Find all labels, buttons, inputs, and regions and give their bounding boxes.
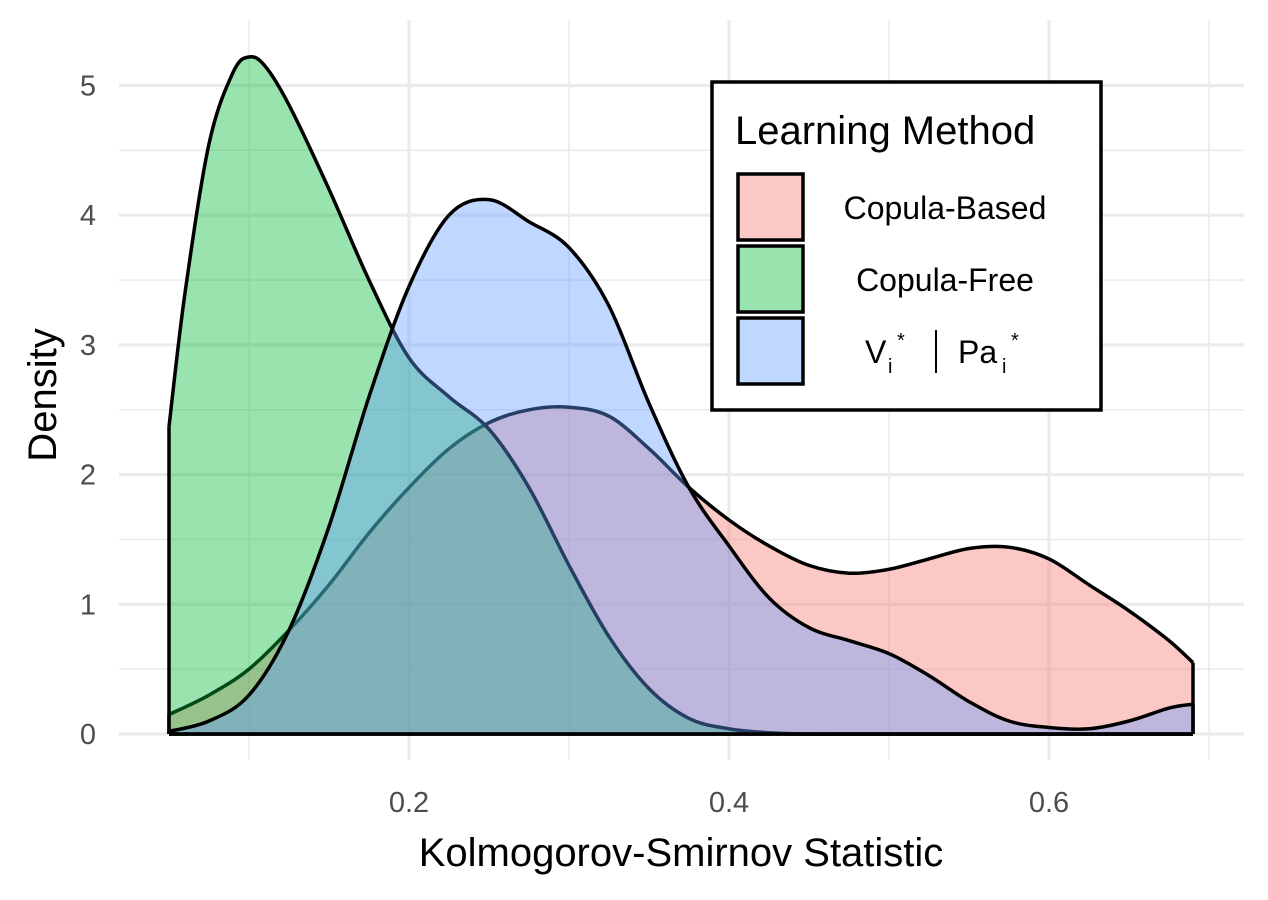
y-tick-label: 0 bbox=[80, 719, 96, 751]
legend-title: Learning Method bbox=[735, 109, 1035, 153]
y-tick-label: 1 bbox=[80, 589, 96, 621]
legend-label-pa-sub: i bbox=[1002, 356, 1006, 378]
legend-key-vi-pai bbox=[736, 316, 805, 386]
legend-label-copula-free: Copula-Free bbox=[856, 262, 1034, 298]
legend-label-copula-based: Copula-Based bbox=[844, 190, 1047, 226]
density-areas bbox=[167, 54, 1195, 736]
y-tick-label: 2 bbox=[80, 460, 96, 492]
density-area-copula-based bbox=[169, 406, 1193, 734]
y-axis-tick-labels: 0 1 2 3 4 5 bbox=[80, 71, 96, 752]
legend-label-pa-main: Pa bbox=[958, 334, 997, 370]
x-tick-label: 0.6 bbox=[1029, 787, 1069, 819]
x-axis-tick-labels: 0.2 0.4 0.6 bbox=[389, 787, 1069, 819]
legend: Learning Method Copula-Based Copula-Free… bbox=[710, 80, 1103, 412]
y-tick-label: 4 bbox=[80, 200, 96, 232]
legend-label-vi-pai: V i * Pa i * bbox=[865, 330, 1019, 378]
legend-label-vi-main: V bbox=[865, 334, 887, 370]
density-area-vi-pai bbox=[169, 199, 1193, 734]
y-tick-label: 5 bbox=[80, 71, 96, 103]
y-tick-label: 3 bbox=[80, 330, 96, 362]
legend-key-copula-free bbox=[736, 244, 805, 314]
legend-label-vi-sup: * bbox=[897, 330, 905, 352]
density-area-copula-free bbox=[169, 56, 1193, 735]
legend-label-vi-sub: i bbox=[888, 356, 892, 378]
x-tick-label: 0.2 bbox=[389, 787, 429, 819]
y-axis-title: Density bbox=[21, 328, 65, 461]
x-tick-label: 0.4 bbox=[709, 787, 749, 819]
x-axis-title: Kolmogorov-Smirnov Statistic bbox=[419, 831, 944, 875]
legend-label-pa-sup: * bbox=[1011, 330, 1019, 352]
density-line-vi-pai bbox=[168, 197, 1194, 734]
legend-key-copula-based bbox=[736, 172, 805, 242]
